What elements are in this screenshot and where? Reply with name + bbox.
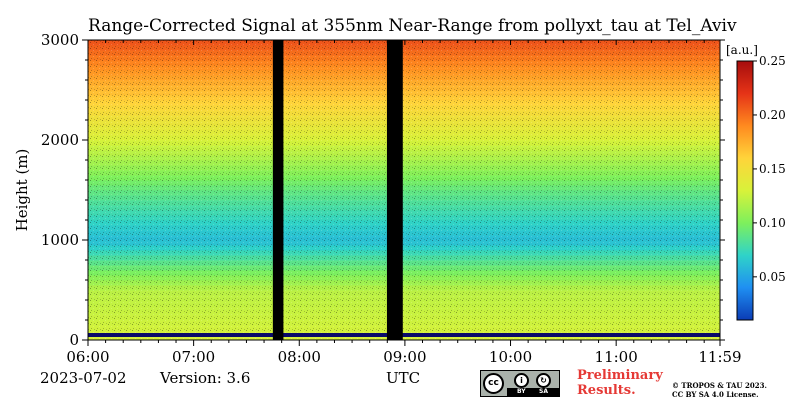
y-tick-label: 1000 xyxy=(41,231,79,249)
copyright-notice: © TROPOS & TAU 2023. CC BY SA 4.0 Licens… xyxy=(672,381,767,399)
colorbar-ticks: 0.05 0.10 0.15 0.20 0.25 xyxy=(753,54,786,284)
y-axis: 0 1000 2000 3000 xyxy=(41,31,725,349)
colorbar-tick-label: 0.25 xyxy=(759,54,786,68)
cc-license-badge: cc i ↻ BY SA xyxy=(480,370,560,397)
colorbar-unit: [a.u.] xyxy=(726,43,758,57)
y-tick-label: 3000 xyxy=(41,31,79,49)
x-axis-label: UTC xyxy=(386,369,421,387)
colorbar-tick-label: 0.10 xyxy=(759,216,786,230)
x-tick-label: 08:00 xyxy=(278,348,321,366)
cc-sa-label: SA xyxy=(539,388,548,395)
preliminary-line-1: Preliminary xyxy=(577,368,663,383)
data-gaps xyxy=(272,40,403,340)
heatmap-noise xyxy=(88,40,720,340)
date-label: 2023-07-02 xyxy=(40,369,127,387)
share-alike-icon: ↻ xyxy=(536,373,551,388)
x-tick-label: 07:00 xyxy=(172,348,215,366)
data-gap xyxy=(386,40,403,340)
y-axis-label: Height (m) xyxy=(13,149,31,232)
x-axis: 06:00 07:00 08:00 09:00 10:00 11:00 11:59 xyxy=(66,40,742,366)
data-gap xyxy=(272,40,284,340)
chart-title: Range-Corrected Signal at 355nm Near-Ran… xyxy=(88,16,737,36)
colorbar xyxy=(736,60,754,321)
x-tick-label: 10:00 xyxy=(489,348,532,366)
cc-badge-strip: BY SA xyxy=(507,388,559,396)
cc-by-label: BY xyxy=(517,388,526,395)
version-label: Version: 3.6 xyxy=(160,369,251,387)
y-tick-label: 0 xyxy=(69,331,79,349)
y-tick-label: 2000 xyxy=(41,131,79,149)
ground-band xyxy=(88,333,720,337)
attribution-icon: i xyxy=(514,373,529,388)
cc-logo-icon: cc xyxy=(483,373,504,394)
x-tick-label: 09:00 xyxy=(383,348,426,366)
colorbar-tick-label: 0.20 xyxy=(759,108,786,122)
copyright-line-1: © TROPOS & TAU 2023. xyxy=(672,381,767,390)
preliminary-line-2: Results. xyxy=(577,383,636,398)
colorbar-tick-label: 0.15 xyxy=(759,162,786,176)
colorbar-tick-label: 0.05 xyxy=(759,270,786,284)
plot-frame xyxy=(87,39,721,341)
x-tick-label: 11:00 xyxy=(595,348,638,366)
x-tick-label: 06:00 xyxy=(66,348,109,366)
preliminary-notice: Preliminary Results. xyxy=(577,368,663,398)
x-tick-label: 11:59 xyxy=(698,348,741,366)
copyright-line-2: CC BY SA 4.0 License. xyxy=(672,390,759,399)
